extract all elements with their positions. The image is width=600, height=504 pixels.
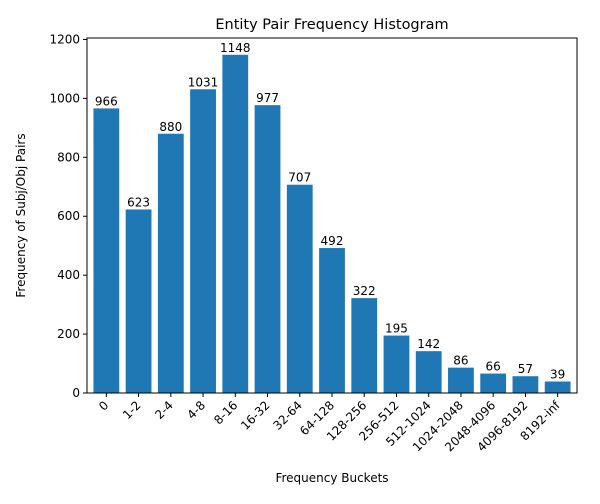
bar-value-label: 322 — [353, 284, 376, 298]
bar-value-label: 623 — [127, 195, 150, 209]
chart-title: Entity Pair Frequency Histogram — [215, 17, 448, 33]
bar-value-label: 86 — [453, 354, 468, 368]
bar-2048-4096 — [480, 373, 507, 393]
x-tick-label: 16-32 — [238, 398, 273, 433]
bar-2-4 — [157, 133, 184, 393]
y-tick-label: 1000 — [49, 91, 80, 105]
bar-0 — [93, 108, 120, 393]
bar-value-label: 707 — [288, 171, 311, 185]
bar-labels-group: 966 623 880 1031 1148 977 707 492 322 195 142 86 66 5… — [95, 41, 565, 382]
bar-4-8 — [190, 89, 216, 393]
bar-value-label: 195 — [385, 322, 408, 336]
bar-value-label: 880 — [159, 120, 182, 134]
y-tick-label: 800 — [57, 150, 80, 164]
bar-value-label: 966 — [95, 94, 118, 108]
x-tick-label: 4-8 — [184, 398, 208, 422]
plot-frame — [86, 37, 578, 394]
x-tick-label: 1-2 — [120, 398, 144, 422]
bar-value-label: 66 — [486, 360, 501, 374]
bar-value-label: 1148 — [220, 41, 251, 55]
y-tick-label: 0 — [72, 386, 80, 400]
y-tick-label: 400 — [57, 268, 80, 282]
x-tick-label: 0 — [96, 398, 111, 413]
y-axis: 0 200 400 600 800 1000 1200 — [49, 32, 87, 400]
bar-256-512 — [383, 335, 410, 393]
bar-512-1024 — [415, 351, 442, 393]
bar-1-2 — [125, 209, 152, 393]
x-tick-label: 8-16 — [211, 398, 240, 427]
bar-value-label: 977 — [256, 91, 279, 105]
bar-64-128 — [319, 248, 345, 393]
x-axis: 0 1-2 2-4 4-8 8-1616-3232-6464-128128-256256… — [96, 393, 563, 454]
bar-value-label: 1031 — [188, 75, 219, 89]
bar-value-label: 39 — [550, 368, 565, 382]
bar-32-64 — [286, 184, 313, 393]
bars-group — [93, 54, 571, 394]
y-tick-label: 1200 — [49, 32, 80, 46]
x-tick-label: 2-4 — [152, 398, 176, 422]
y-tick-label: 600 — [57, 209, 80, 223]
bar-value-label: 492 — [321, 234, 344, 248]
bar-16-32 — [254, 105, 281, 394]
bar-value-label: 142 — [417, 337, 440, 351]
bar-value-label: 57 — [518, 362, 533, 376]
bar-4096-8192 — [512, 376, 539, 393]
bar-1024-2048 — [448, 367, 474, 393]
bar-8192-inf — [544, 381, 571, 393]
y-axis-label: Frequency of Subj/Obj Pairs — [14, 133, 28, 297]
x-axis-label: Frequency Buckets — [275, 471, 388, 485]
bar-128-256 — [351, 298, 378, 393]
y-tick-label: 200 — [57, 327, 80, 341]
bar-8-16 — [222, 54, 249, 393]
